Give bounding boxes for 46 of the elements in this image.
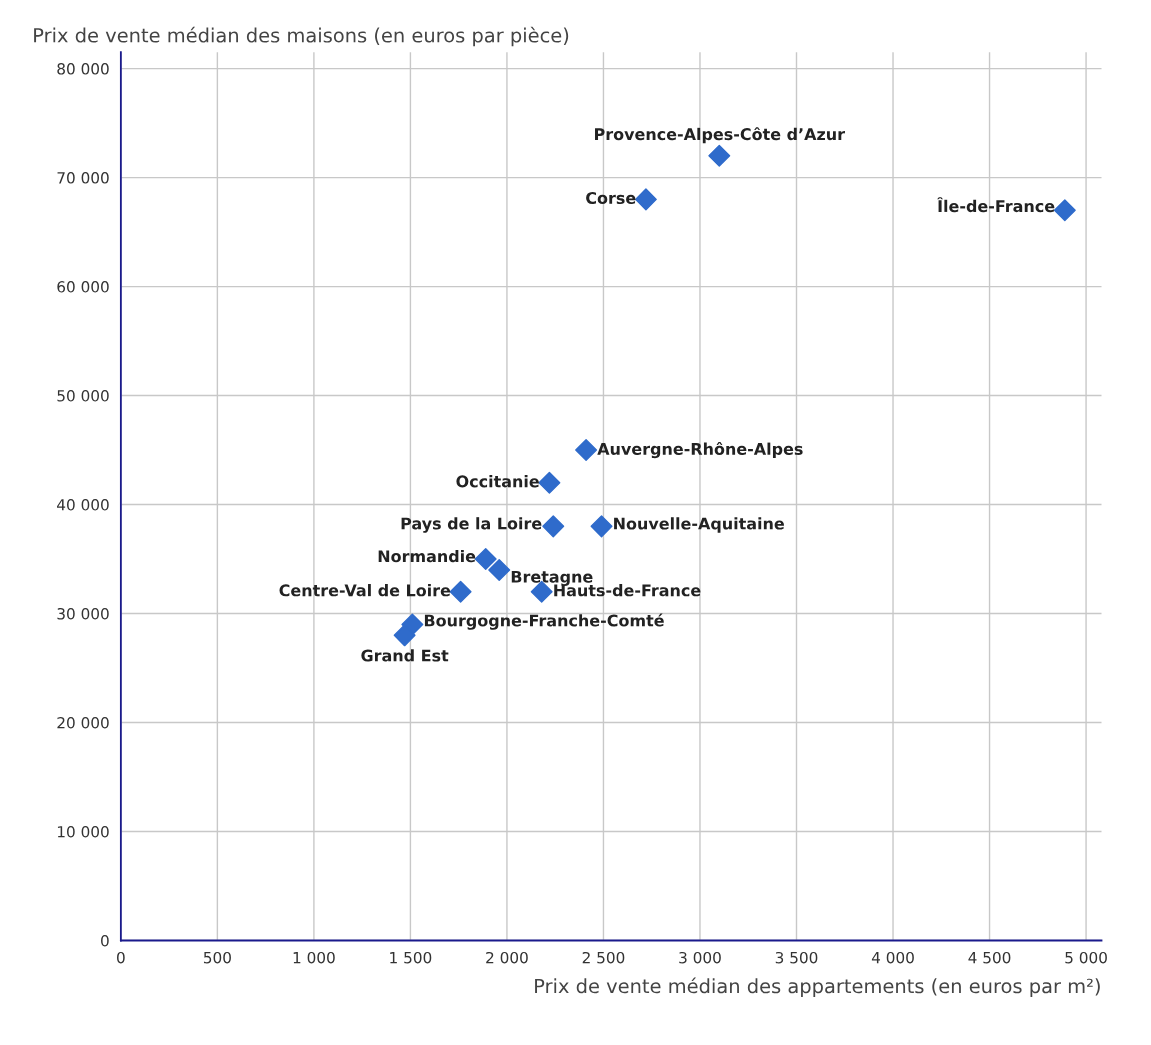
x-tick-label: 0 — [117, 951, 125, 964]
annotation: Nouvelle-Aquitaine — [614, 517, 784, 533]
annotation: Bretagne — [511, 570, 593, 586]
annotation: Grand Est — [361, 649, 449, 662]
x-tick-label: 500 — [203, 951, 231, 964]
point — [634, 188, 657, 211]
y-tick-label: 10 000 — [57, 825, 109, 838]
y-axis-title: Prix de vente médian des maisons (en euros par pièce) — [34, 26, 569, 47]
point — [474, 548, 497, 571]
point — [542, 515, 565, 538]
point — [575, 439, 598, 462]
point — [538, 471, 561, 494]
annotation: Pays de la Loire — [401, 517, 542, 533]
x-tick-label: 1 000 — [293, 951, 335, 964]
point — [449, 580, 472, 603]
point — [393, 624, 416, 647]
x-tick-label: 5 000 — [1065, 951, 1107, 964]
y-tick-label: 60 000 — [57, 281, 109, 293]
x-tick-label: 4 500 — [968, 951, 1011, 964]
x-tick-label: 4 000 — [871, 951, 914, 964]
x-tick-label: 1 500 — [390, 951, 432, 964]
annotation: Centre-Val de Loire — [279, 584, 451, 597]
y-tick-label: 50 000 — [57, 390, 109, 402]
point — [590, 515, 613, 538]
x-tick-label: 2 500 — [582, 951, 625, 964]
y-tick-label: 30 000 — [57, 608, 109, 620]
annotation: Provence-Alpes-Côte d’Azur — [595, 127, 845, 144]
x-tick-label: 2 000 — [486, 951, 528, 964]
x-axis-title: Prix de vente médian des appartements (en euros par m²) — [535, 977, 1100, 998]
y-tick-label: 20 000 — [57, 716, 109, 729]
y-tick-label: 80 000 — [57, 63, 109, 75]
y-tick-label: 70 000 — [57, 172, 109, 184]
point — [1053, 199, 1076, 222]
annotation: Corse — [586, 191, 636, 205]
annotation: Hauts-de-France — [554, 584, 701, 597]
annotation: Auvergne-Rhône-Alpes — [597, 441, 803, 459]
annotation: Occitanie — [456, 475, 539, 488]
point — [488, 558, 511, 581]
annotation: Normandie — [378, 549, 476, 563]
x-tick-label: 3 000 — [679, 951, 721, 964]
x-tick-label: 3 500 — [775, 951, 818, 964]
annotation: Bourgogne-Franche-Comté — [424, 613, 664, 630]
point — [708, 144, 731, 167]
y-tick-label: 0 — [101, 934, 109, 947]
annotation: Île-de-France — [937, 197, 1055, 213]
y-tick-label: 40 000 — [57, 499, 109, 511]
